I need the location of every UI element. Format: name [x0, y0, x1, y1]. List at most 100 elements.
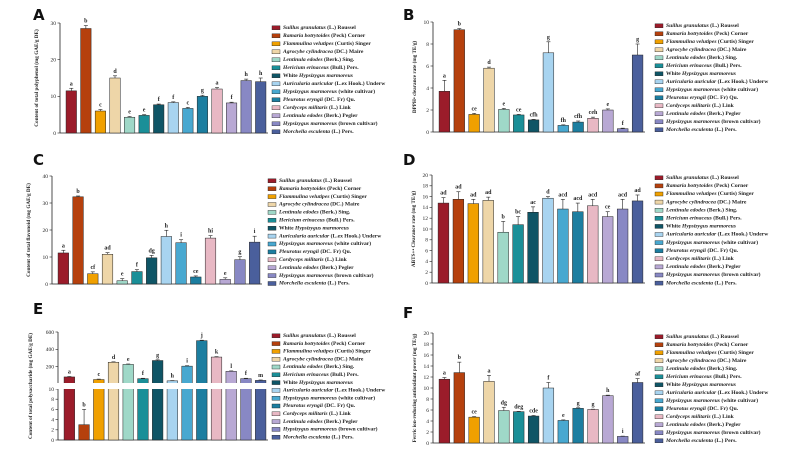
legend-species: Lentinula edodes	[282, 57, 323, 63]
legend-item: Morchella esculenta (L.) Pers.	[665, 126, 737, 133]
bar	[557, 208, 569, 284]
legend-author: (brown cultivar)	[337, 120, 378, 127]
legend-author: (L.) Roussel	[322, 177, 352, 184]
legend-item: Lentinula edodes (Berk.) Pegler	[665, 421, 741, 428]
legend-species: Hypsizygus marmoreus	[681, 382, 736, 388]
y-tick-label: 4	[51, 417, 54, 423]
legend-swatch	[271, 81, 281, 87]
y-tick-label: 400	[46, 347, 55, 353]
bar	[616, 208, 629, 284]
bar	[438, 378, 451, 444]
panel-D: D 0 2 4 6 8 10 12 14 16 18 20 ABTS+• Clearance rate …	[403, 151, 769, 287]
legend-author: (L.) Link	[711, 413, 735, 420]
legend-swatch	[654, 191, 664, 197]
y-tick-label: 4	[426, 419, 429, 425]
legend-item: Hypsizygus marmoreus (brown cultivar)	[282, 120, 378, 127]
significance-letter: bc	[515, 210, 521, 216]
legend-author: (Bull.) Pers.	[329, 64, 359, 71]
legend-swatch	[654, 87, 664, 93]
legend-species: Agrocybe cylindracea	[282, 356, 333, 362]
legend-item: Morchella esculenta (L.) Pers.	[282, 433, 354, 440]
y-tick-label: 6	[426, 408, 429, 414]
y-tick-label: 10	[423, 227, 429, 233]
y-axis-label: DPPH• clearance rate (mg TE/g)	[411, 41, 418, 114]
legend-species: Hericium erinaceus	[278, 218, 325, 224]
legend-swatch	[271, 57, 281, 62]
legend-species: Flammulina velutipes	[666, 191, 717, 197]
significance-letter: g	[238, 250, 241, 256]
significance-letter: h	[165, 223, 169, 229]
legend-item: Lentinula edodes (Berk.) Pegler	[282, 418, 358, 425]
y-tick-label: 8	[426, 42, 429, 48]
legend-swatch	[654, 264, 664, 270]
legend-item: Cordyceps militaris (L.) Link	[283, 410, 352, 417]
bar	[116, 280, 128, 285]
y-tick-label: 12	[424, 375, 430, 381]
bar	[65, 90, 77, 134]
legend-item: Cordyceps militaris (L.) Link	[279, 256, 348, 263]
legend-swatch	[654, 224, 664, 229]
legend-author: (Berk.) Pegler	[319, 264, 354, 271]
legend-item: White Hypsizygus marmoreus	[666, 382, 736, 388]
bar	[572, 211, 584, 284]
y-tick-label: 20	[43, 228, 49, 234]
significance-letter: f	[231, 95, 234, 101]
legend-species: Auricularia auricular	[665, 390, 717, 396]
bar	[109, 77, 121, 134]
y-tick-label: 0	[51, 438, 54, 444]
legend-species: Suillus granulatus	[283, 25, 326, 31]
legend-author: (L.) Roussel	[709, 174, 739, 181]
bar	[210, 356, 223, 441]
legend-item: Hericium erinaceus (Bull.) Pers.	[665, 62, 742, 69]
significance-letter: h	[606, 388, 610, 394]
significance-letter: fh	[561, 118, 567, 124]
legend-item: Hypsizygus marmoreus (white cultivar)	[278, 240, 371, 247]
legend-swatch	[271, 349, 281, 354]
legend-swatch	[271, 419, 281, 424]
y-tick-label: 2	[425, 270, 428, 276]
legend-author: (L.) Link	[328, 410, 352, 417]
y-tick-label: 0	[45, 282, 48, 288]
legend-swatch	[271, 25, 281, 30]
legend-swatch	[267, 265, 277, 270]
legend-species: Hypsizygus marmoreus	[278, 273, 333, 279]
bar	[453, 372, 465, 444]
legend-swatch	[271, 427, 281, 432]
legend-author: (L.ex Hook.) Underw	[333, 80, 386, 87]
legend-item: Flammulina velutipes (Curtis) Singer	[666, 190, 754, 197]
bar	[453, 29, 465, 133]
legend-swatch	[654, 406, 664, 412]
legend-author: (Peck) Corner	[326, 185, 362, 192]
significance-letter: hi	[208, 229, 213, 235]
legend-item: Agrocybe cylindracea (DC.) Maire	[282, 355, 364, 362]
significance-letter: a	[443, 371, 446, 377]
bar	[57, 252, 69, 285]
legend-species: Hypsizygus marmoreus	[681, 71, 736, 77]
legend-species: Cordyceps militaris	[666, 103, 711, 109]
legend-author: (DC.) Maire	[716, 198, 747, 205]
panel-label: B	[403, 6, 414, 24]
legend-item: Cordyceps militaris (L.) Link	[666, 102, 735, 109]
legend-author: (Berk.) Pegler	[706, 263, 741, 270]
legend-author: (DC. Fr) Qu.	[706, 405, 739, 412]
legend-species: Suillus granulatus	[666, 334, 709, 340]
legend-swatch	[654, 248, 664, 253]
legend-author: (Curtis) Singer	[334, 348, 372, 355]
legend-swatch	[654, 95, 664, 101]
legend-author: (Berk.) Pegler	[706, 421, 741, 428]
legend-item: Suillus granulatus (L.) Roussel	[666, 333, 739, 340]
legend-species: Lentinula edodes	[665, 422, 706, 428]
significance-letter: ceh	[589, 110, 598, 116]
legend-item: Auricularia auricular (L.ex Hook.) Under…	[282, 80, 386, 87]
legend-swatch	[654, 79, 664, 85]
legend-swatch	[654, 71, 664, 77]
bar	[498, 410, 510, 444]
legend-swatch	[267, 186, 277, 191]
bar	[225, 371, 237, 441]
legend-item: Morchella esculenta (L.) Pers.	[665, 279, 737, 286]
significance-letter: ce	[471, 410, 477, 416]
legend-item: Pleurotus eryngii (DC. Fr) Qu.	[666, 405, 739, 412]
legend-species: Suillus granulatus	[666, 23, 709, 29]
significance-letter: g	[201, 88, 204, 94]
significance-letter: ce	[516, 107, 522, 113]
